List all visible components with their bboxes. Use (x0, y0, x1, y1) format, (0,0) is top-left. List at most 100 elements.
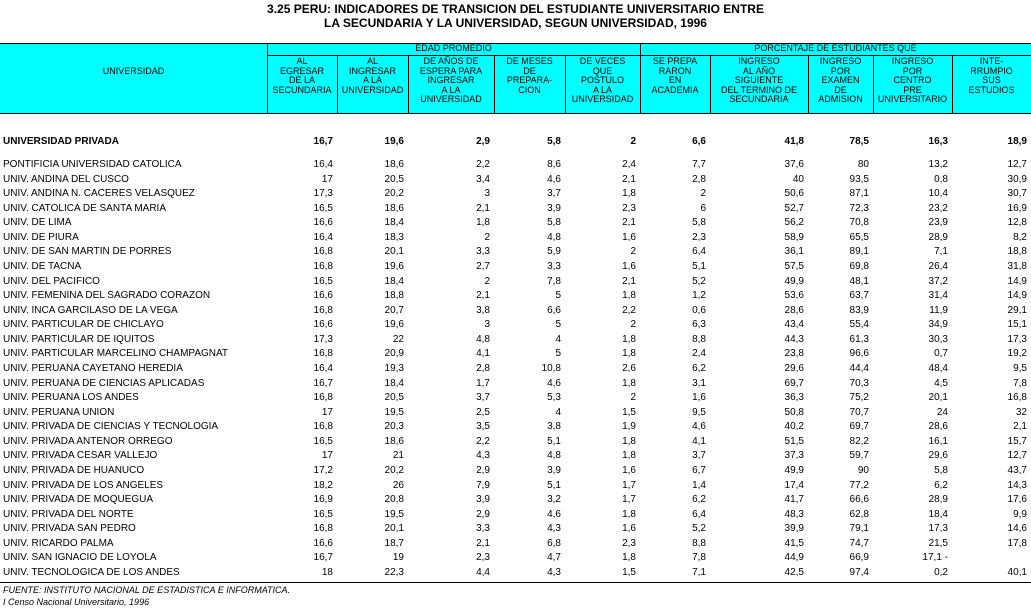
cell: 42,5 (784, 566, 804, 578)
cell: 78,5 (849, 136, 869, 147)
cell: 70,8 (849, 217, 869, 229)
rule (0, 113, 1031, 114)
cell: 61,3 (849, 333, 869, 345)
cell: 26 (392, 479, 404, 491)
cell: 59,7 (849, 450, 869, 462)
row-name: UNIV. PRIVADA SAN PEDRO (3, 523, 136, 535)
cell: 23,8 (784, 348, 804, 360)
cell: 1,5 (622, 406, 636, 418)
cell: 19,6 (384, 319, 404, 331)
cell: 19,3 (384, 362, 404, 374)
rule (710, 55, 711, 113)
cell: 28,9 (928, 494, 948, 506)
cell: 20,3 (384, 421, 404, 433)
cell: 1,8 (622, 290, 636, 302)
cell: 36,3 (784, 392, 804, 404)
title-line: 3.25 PERU: INDICADORES DE TRANSICION DEL… (267, 2, 764, 16)
cell: 48,3 (784, 508, 804, 520)
cell: 52,7 (784, 202, 804, 214)
cell: 1,8 (622, 348, 636, 360)
rule (640, 55, 1031, 56)
cell: 10,8 (541, 362, 561, 374)
cell: 18,6 (384, 202, 404, 214)
cell: 1,8 (622, 450, 636, 462)
cell: 17,3 (313, 188, 333, 200)
cell: 51,5 (784, 435, 804, 447)
cell: 1,8 (622, 188, 636, 200)
rule (565, 55, 566, 113)
cell: 96,6 (849, 348, 869, 360)
row-name: UNIV. PERUANA CAYETANO HEREDIA (3, 362, 183, 374)
cell: 2,1 (622, 275, 636, 287)
cell: 1,8 (622, 377, 636, 389)
cell: 2,1 (1013, 421, 1027, 433)
cell: 16,3 (928, 136, 948, 147)
rule (952, 55, 953, 113)
group-header: EDAD PROMEDIO (415, 43, 492, 53)
header-bg (0, 43, 1031, 113)
column-header: INGRESO (891, 56, 934, 66)
cell: 69,8 (849, 260, 869, 272)
cell: 3,7 (476, 392, 490, 404)
cell: 77,2 (849, 479, 869, 491)
cell: 16,8 (313, 304, 333, 316)
column-header: INGRESO (738, 56, 780, 66)
row-name: UNIV. DE PIURA (3, 231, 79, 243)
cell: 18,9 (1007, 136, 1027, 147)
cell: 6,7 (692, 464, 706, 476)
cell: 4,6 (547, 377, 561, 389)
column-header: SECUNDARIA (272, 84, 332, 95)
cell: 79,1 (849, 523, 869, 535)
cell: 1,5 (622, 566, 636, 578)
cell: 13,2 (928, 159, 948, 170)
cell: 20,1 (384, 246, 404, 258)
cell: 17,3 (928, 523, 948, 535)
cell: 2 (484, 275, 490, 287)
cell: 16,7 (313, 136, 333, 147)
cell: 2 (700, 188, 706, 200)
cell: 4,1 (692, 435, 706, 447)
column-header: DE LA (288, 75, 315, 86)
cell: 16,5 (313, 202, 333, 214)
column-header: SIGUIENTE (734, 75, 784, 86)
cell: 0,8 (934, 173, 948, 185)
cell: 4,6 (547, 173, 561, 185)
cell: 6,4 (692, 246, 706, 258)
cell: 55,4 (849, 319, 869, 331)
cell: 22 (392, 333, 404, 345)
cell: 43,4 (784, 319, 804, 331)
cell: 11,9 (929, 304, 948, 316)
cell: 28,9 (928, 231, 948, 243)
cell: 17 (321, 173, 333, 185)
cell: 2,1 (622, 217, 636, 229)
column-header: DE (834, 84, 847, 95)
column-header: UNIVERSIDAD (341, 84, 404, 95)
cell: 16,5 (313, 275, 333, 287)
cell: 6,6 (547, 304, 561, 316)
cell: 58,9 (784, 231, 804, 243)
cell: 3,7 (547, 188, 561, 200)
cell: 74,7 (849, 537, 869, 549)
cell: 44,9 (784, 552, 804, 564)
column-header: INTE- (979, 56, 1004, 66)
cell: 18,6 (384, 159, 404, 170)
cell: 70,3 (849, 377, 869, 389)
cell: 3,2 (547, 494, 561, 506)
cell: 2,2 (476, 435, 490, 447)
cell: 7,8 (1013, 377, 1027, 389)
cell: 7,1 (934, 246, 948, 258)
cell: 80 (857, 159, 869, 170)
column-header: DEL TERMINO DE (720, 84, 797, 95)
row-name: UNIV. INCA GARCILASO DE LA VEGA (3, 304, 178, 316)
cell: 5,3 (547, 392, 561, 404)
cell: 20,5 (384, 173, 404, 185)
cell: 37,2 (928, 275, 948, 287)
cell: 2,3 (622, 202, 636, 214)
cell: 9,9 (1013, 508, 1027, 520)
cell: 50,6 (784, 188, 804, 200)
title-line: LA SECUNDARIA Y LA UNIVERSIDAD, SEGUN UN… (324, 16, 707, 30)
cell: 7,9 (476, 479, 490, 491)
cell: 70,7 (849, 406, 869, 418)
cell: 18,2 (313, 479, 333, 491)
cell: 37,6 (784, 159, 804, 170)
